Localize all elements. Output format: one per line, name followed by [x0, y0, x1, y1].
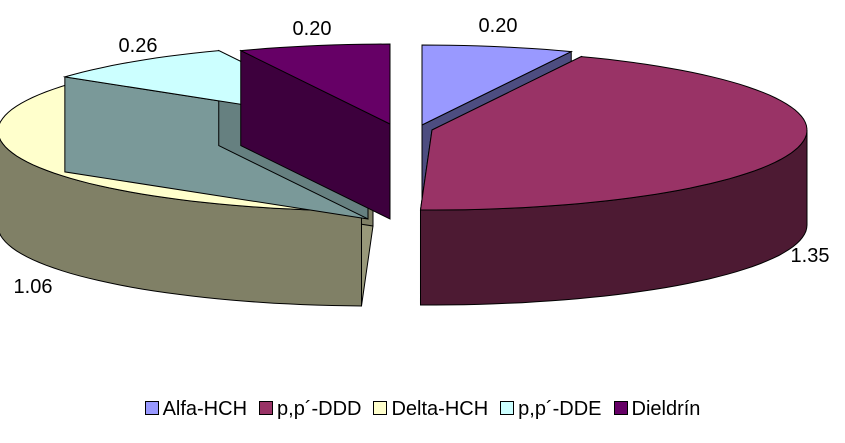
- data-label-5: 0.20: [293, 18, 332, 40]
- legend-item-1: Alfa-HCH: [144, 398, 248, 421]
- legend-swatch: [259, 401, 274, 416]
- legend-label: p,p´-DDD: [277, 398, 362, 421]
- pie-slice-5: [239, 43, 391, 220]
- legend-swatch: [500, 401, 515, 416]
- legend-swatch: [144, 401, 159, 416]
- legend-label: Delta-HCH: [391, 398, 489, 421]
- legend-swatch: [373, 401, 388, 416]
- data-label-1: 0.20: [479, 15, 518, 37]
- data-label-3: 1.06: [14, 276, 53, 298]
- legend-swatch: [613, 401, 628, 416]
- pie-chart: 0.20 1.35 1.06 0.26 0.20: [0, 15, 830, 307]
- data-label-2: 1.35: [791, 245, 830, 267]
- pie-slice-2: [419, 55, 808, 306]
- legend-item-5: Dieldrín: [613, 398, 701, 421]
- legend-item-2: p,p´-DDD: [259, 398, 361, 421]
- data-label-4: 0.26: [119, 35, 158, 57]
- legend-label: Dieldrín: [631, 398, 701, 421]
- legend-label: p,p´-DDE: [518, 398, 602, 421]
- chart-legend: Alfa-HCH p,p´-DDD Delta-HCH p,p´-DDE Dieldrí…: [0, 398, 845, 421]
- legend-item-3: Delta-HCH: [373, 398, 488, 421]
- legend-label: Alfa-HCH: [162, 398, 248, 421]
- legend-item-4: p,p´-DDE: [500, 398, 602, 421]
